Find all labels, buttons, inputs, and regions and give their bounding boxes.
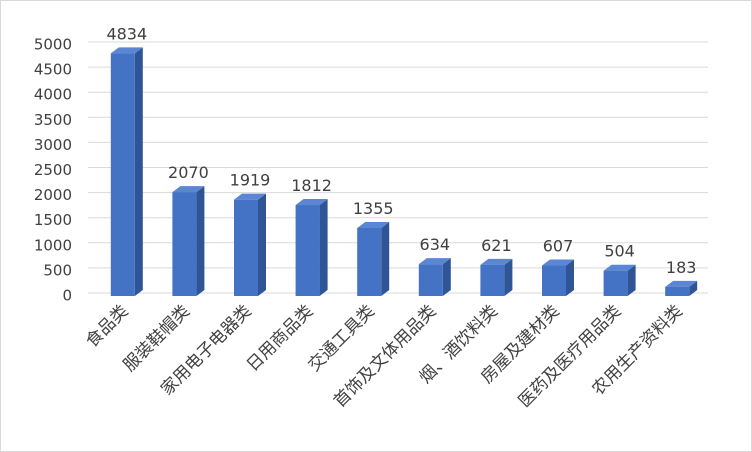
bar-top [480,258,513,265]
bar-side [381,221,390,296]
bar-top [234,193,266,200]
bar [418,264,443,296]
value-label: 183 [666,258,697,277]
value-label: 4834 [106,24,147,43]
bar-top [542,259,574,266]
bar [665,286,690,296]
bar-top [418,258,451,265]
y-tick-label: 500 [43,261,72,279]
bar-side [319,199,328,296]
bar [295,205,320,296]
y-tick-label: 0 [62,287,72,305]
value-label: 1919 [230,171,271,190]
bar-side [627,264,636,296]
bar [172,192,197,296]
value-label: 607 [543,237,574,256]
bar-side [689,280,698,296]
value-label: 2070 [168,163,209,182]
y-tick-label: 5000 [34,36,72,54]
bar [603,270,628,296]
bar [234,199,258,296]
bar-top [665,280,698,287]
bar-top [172,186,205,193]
bar-side [504,258,513,296]
bar [480,264,505,296]
y-tick-label: 2500 [34,161,72,179]
y-tick-label: 3000 [34,136,72,154]
y-tick-label: 1500 [34,211,72,229]
bar-top [357,221,390,228]
value-label: 504 [604,242,635,261]
bar [110,53,135,297]
bar-side [566,259,574,296]
y-tick-label: 4000 [34,86,72,104]
bar [357,227,382,296]
bar-top [110,47,143,54]
value-label: 634 [420,235,451,254]
bar-side [258,193,266,296]
y-tick-label: 1000 [34,236,72,254]
bar-side [134,47,143,297]
bar-top [603,264,636,271]
y-tick-label: 2000 [34,186,72,204]
value-label: 621 [481,236,512,255]
bar-side [442,258,451,296]
bar-top [295,199,328,206]
value-label: 1355 [353,199,394,218]
bar [542,265,566,296]
y-tick-label: 4500 [34,61,72,79]
bar-side [196,186,205,296]
y-tick-label: 3500 [34,111,72,129]
value-label: 1812 [291,176,332,195]
